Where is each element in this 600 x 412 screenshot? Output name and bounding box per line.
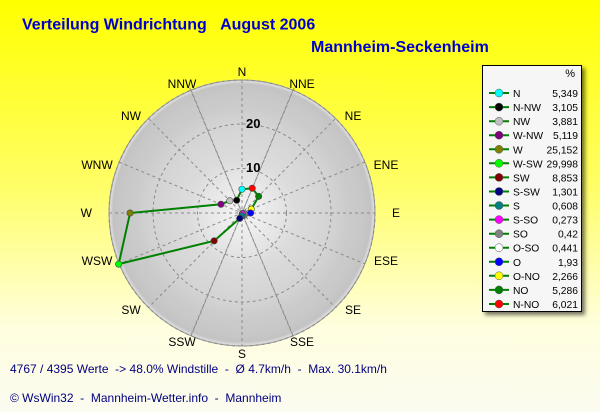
svg-text:E: E xyxy=(392,206,400,220)
svg-text:NW: NW xyxy=(121,109,142,123)
svg-text:W: W xyxy=(81,206,93,220)
svg-text:5,119: 5,119 xyxy=(553,131,578,142)
svg-text:SW: SW xyxy=(513,173,530,184)
svg-text:3,881: 3,881 xyxy=(552,117,578,128)
svg-text:6,021: 6,021 xyxy=(552,300,578,311)
svg-text:0,441: 0,441 xyxy=(552,244,578,255)
svg-text:N-NO: N-NO xyxy=(513,300,539,311)
svg-text:S-SW: S-SW xyxy=(513,188,540,199)
svg-text:WNW: WNW xyxy=(81,158,113,172)
svg-text:NW: NW xyxy=(513,117,530,128)
svg-text:5,349: 5,349 xyxy=(552,89,578,100)
svg-text:0,42: 0,42 xyxy=(558,230,578,241)
svg-text:O-SO: O-SO xyxy=(513,244,539,255)
svg-text:SO: SO xyxy=(513,230,528,241)
svg-text:S: S xyxy=(513,202,520,213)
svg-text:25,152: 25,152 xyxy=(547,145,579,156)
svg-text:O-NO: O-NO xyxy=(513,272,540,283)
svg-text:WSW: WSW xyxy=(82,254,113,268)
svg-text:1,301: 1,301 xyxy=(552,188,578,199)
svg-text:ESE: ESE xyxy=(374,254,398,268)
svg-text:SSW: SSW xyxy=(168,335,196,349)
svg-text:N: N xyxy=(513,89,520,100)
svg-text:NE: NE xyxy=(345,109,362,123)
svg-text:ENE: ENE xyxy=(374,158,399,172)
svg-text:N-NW: N-NW xyxy=(513,103,541,114)
svg-text:0,273: 0,273 xyxy=(552,216,578,227)
svg-text:5,286: 5,286 xyxy=(552,286,578,297)
svg-text:0,608: 0,608 xyxy=(552,202,578,213)
svg-text:N: N xyxy=(238,65,247,79)
svg-text:W-SW: W-SW xyxy=(513,159,543,170)
svg-text:S: S xyxy=(238,347,246,361)
svg-text:NO: NO xyxy=(513,286,528,297)
svg-text:1,93: 1,93 xyxy=(558,258,578,269)
svg-text:SW: SW xyxy=(121,303,141,317)
svg-text:SSE: SSE xyxy=(290,335,314,349)
svg-text:SE: SE xyxy=(345,303,361,317)
svg-text:10: 10 xyxy=(246,160,260,175)
svg-text:3,105: 3,105 xyxy=(552,103,578,114)
svg-text:S-SO: S-SO xyxy=(513,216,538,227)
svg-text:W-NW: W-NW xyxy=(513,131,543,142)
svg-text:W: W xyxy=(513,145,523,156)
svg-text:NNW: NNW xyxy=(168,77,197,91)
svg-text:NNE: NNE xyxy=(289,77,314,91)
svg-text:20: 20 xyxy=(246,116,260,131)
svg-text:O: O xyxy=(513,258,521,269)
svg-text:2,266: 2,266 xyxy=(552,272,578,283)
svg-text:8,853: 8,853 xyxy=(552,173,578,184)
svg-text:29,998: 29,998 xyxy=(547,159,579,170)
